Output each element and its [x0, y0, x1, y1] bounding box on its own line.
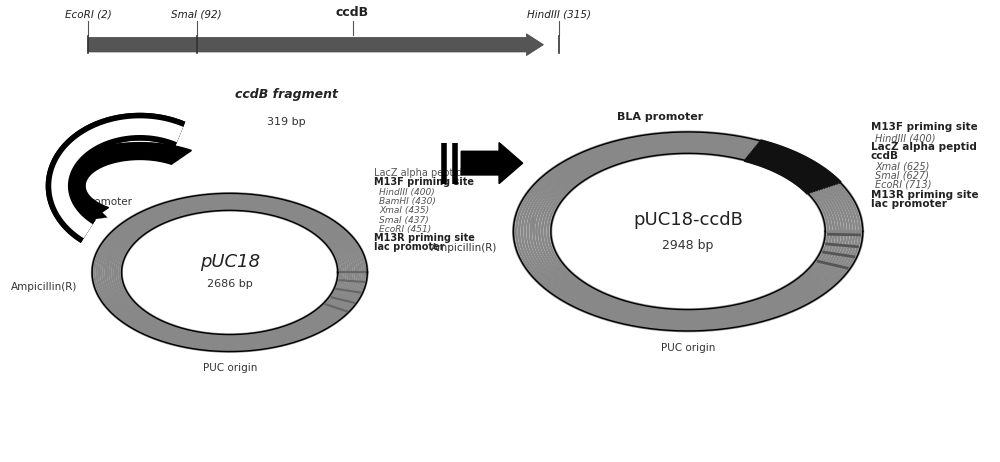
Text: ccdB fragment: ccdB fragment [235, 88, 338, 101]
Text: lac promoter: lac promoter [374, 243, 445, 252]
Text: M13R priming site: M13R priming site [871, 190, 978, 200]
Text: EcoRI (2): EcoRI (2) [65, 9, 111, 19]
Text: HindIII (400): HindIII (400) [379, 188, 435, 197]
Text: PUC origin: PUC origin [203, 363, 257, 372]
Text: SmaI (627): SmaI (627) [875, 170, 929, 181]
Text: XmaI (435): XmaI (435) [379, 207, 429, 215]
Text: EcoRI (713): EcoRI (713) [875, 180, 932, 189]
Text: ccdB: ccdB [336, 6, 369, 19]
FancyArrow shape [88, 34, 543, 55]
Text: BLA promoter: BLA promoter [617, 112, 703, 122]
Text: 319 bp: 319 bp [267, 117, 306, 127]
Text: LacZ alpha peptid: LacZ alpha peptid [871, 142, 976, 152]
Polygon shape [50, 143, 191, 221]
Text: EcoRI (451): EcoRI (451) [379, 225, 431, 234]
Text: M13R priming site: M13R priming site [374, 233, 475, 243]
Text: LacZ alpha peptid: LacZ alpha peptid [374, 168, 463, 178]
Text: pUC18-ccdB: pUC18-ccdB [633, 211, 743, 229]
Text: HindIII (400): HindIII (400) [875, 133, 936, 143]
Text: lac promoter: lac promoter [871, 199, 946, 209]
Text: Ampicillin(R): Ampicillin(R) [431, 243, 497, 253]
Text: SmaI (92): SmaI (92) [171, 9, 222, 19]
Text: 2686 bp: 2686 bp [207, 279, 253, 289]
Text: XmaI (625): XmaI (625) [875, 161, 930, 171]
Text: M13F priming site: M13F priming site [374, 177, 474, 187]
Text: HindIII (315): HindIII (315) [527, 9, 591, 19]
Text: 2948 bp: 2948 bp [662, 238, 714, 252]
FancyArrow shape [461, 143, 523, 183]
Text: BamHI (430): BamHI (430) [379, 197, 436, 207]
Text: BLA promoter: BLA promoter [60, 197, 132, 207]
Text: M13F priming site: M13F priming site [871, 122, 977, 132]
Text: Ampicillin(R): Ampicillin(R) [11, 282, 77, 292]
Text: PUC origin: PUC origin [661, 343, 715, 353]
Text: SmaI (437): SmaI (437) [379, 216, 429, 225]
Text: ccdB: ccdB [871, 151, 899, 161]
Text: pUC18: pUC18 [200, 254, 260, 272]
